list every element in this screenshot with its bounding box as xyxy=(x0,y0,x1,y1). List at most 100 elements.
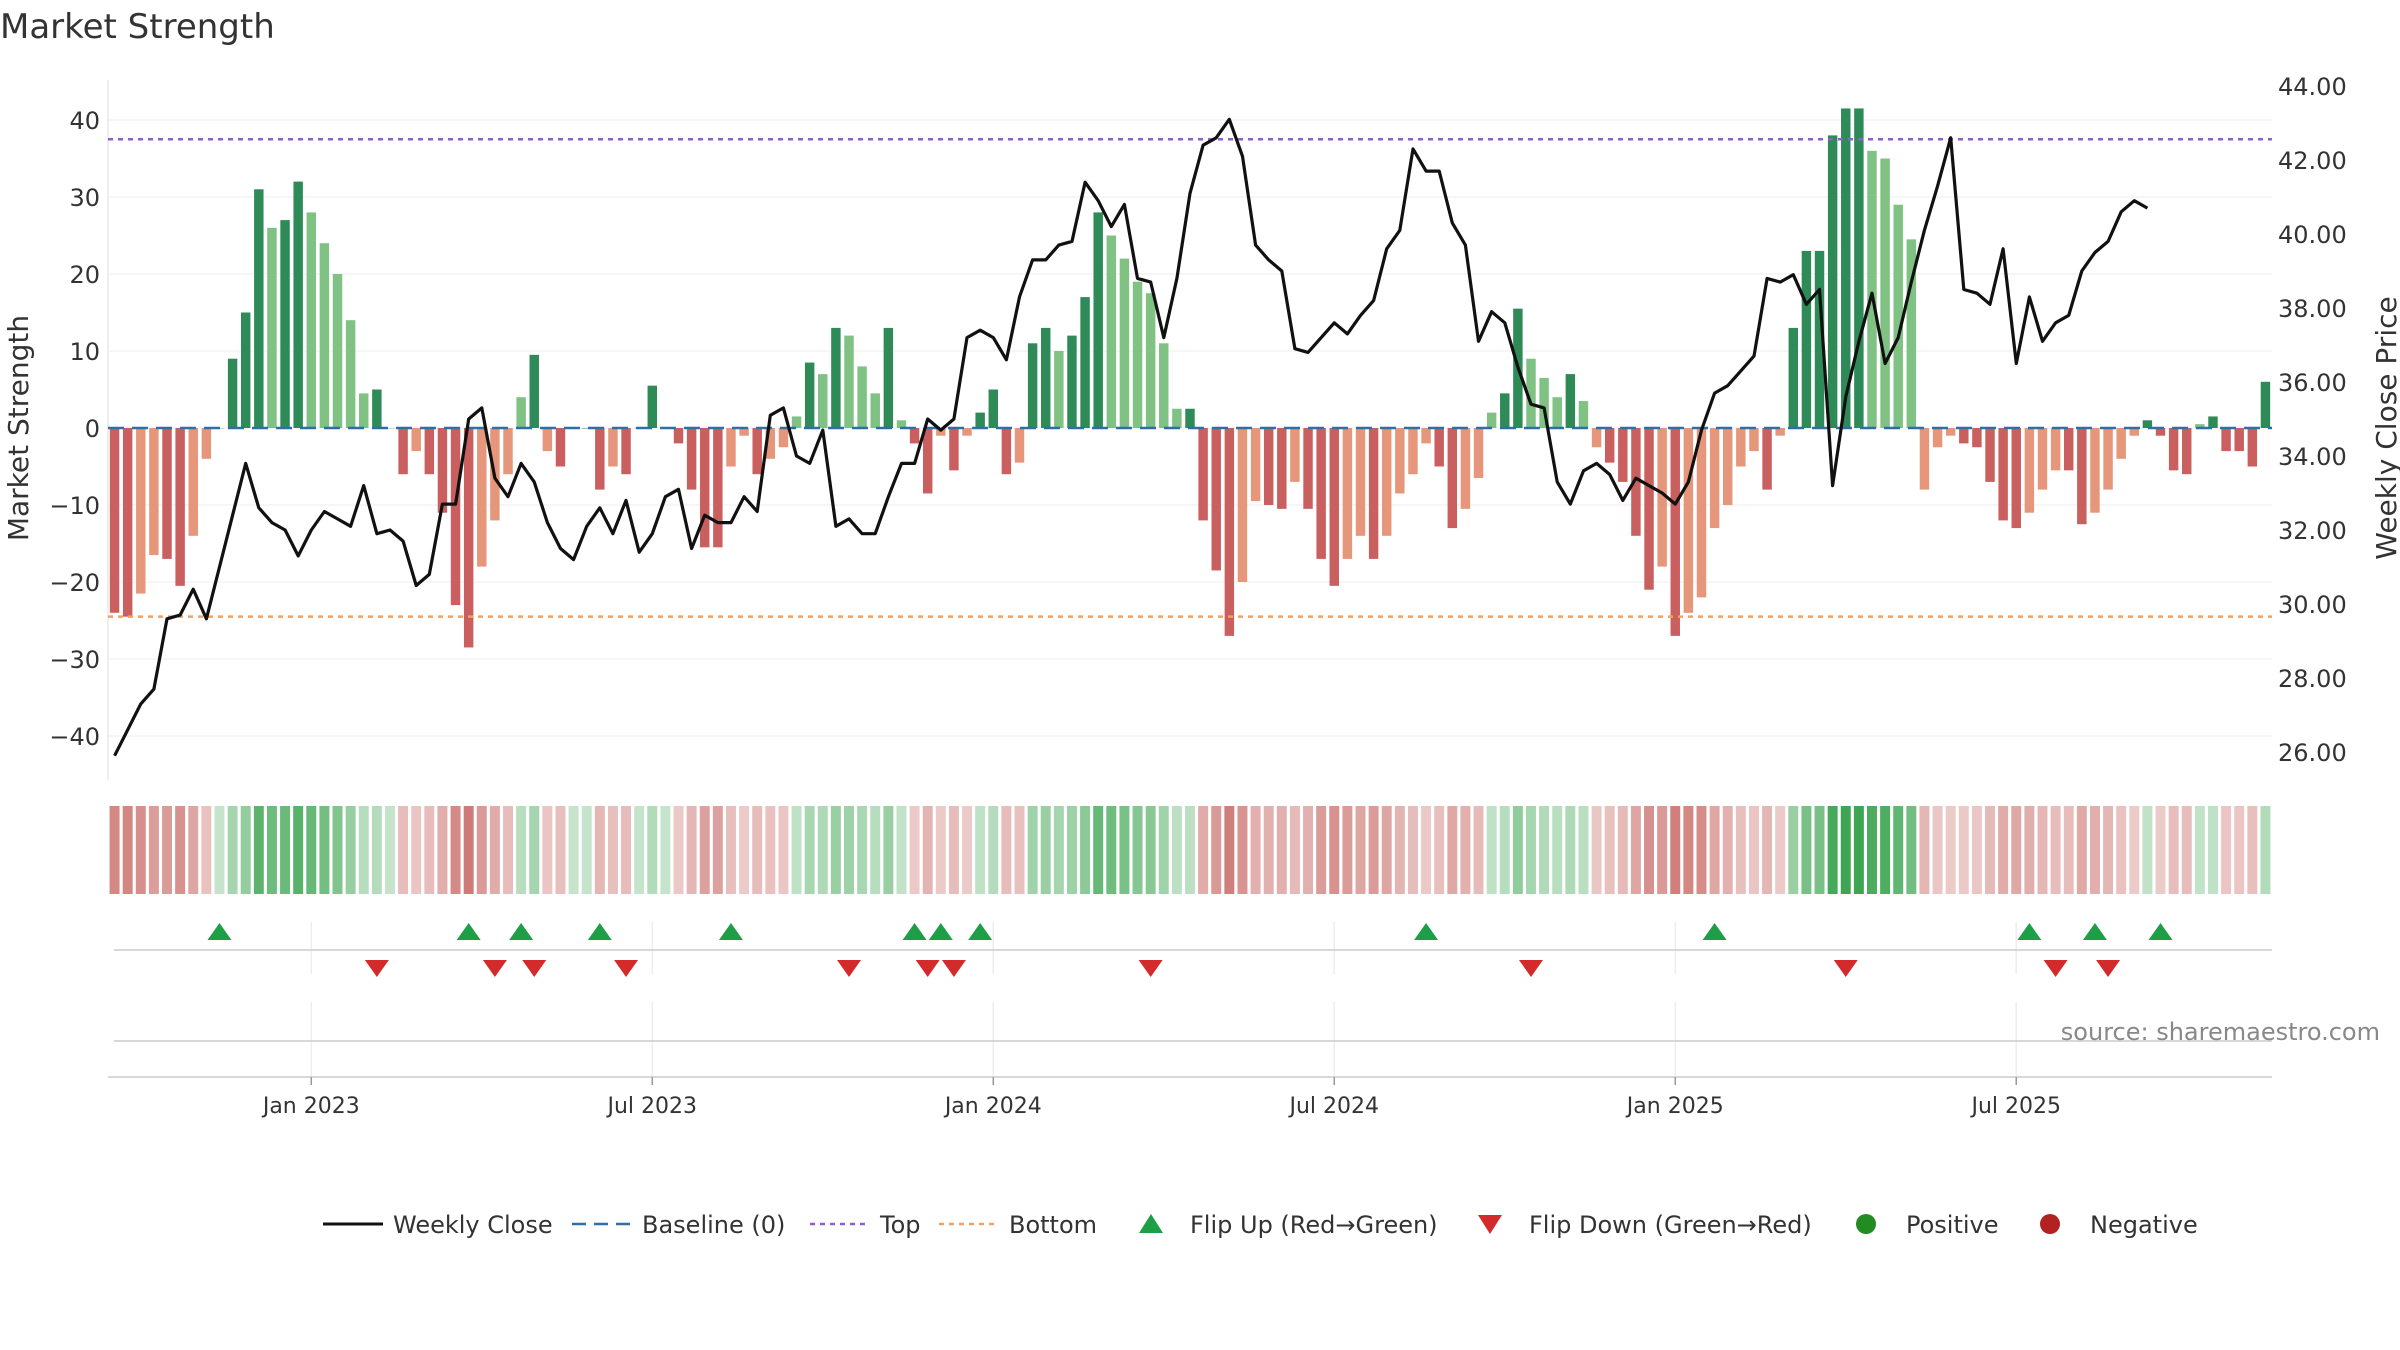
heat-cell xyxy=(476,806,487,894)
heat-cell xyxy=(778,806,789,894)
strength-bar xyxy=(1198,428,1208,521)
heat-cell xyxy=(214,806,225,894)
heat-cell xyxy=(1722,806,1733,894)
heat-cell xyxy=(922,806,933,894)
strength-bar xyxy=(1788,327,1799,428)
strength-bar xyxy=(1303,428,1313,509)
heat-cell xyxy=(883,806,894,894)
strength-bar xyxy=(2103,428,2113,490)
heat-cell xyxy=(634,806,645,894)
strength-bar xyxy=(149,428,159,556)
y-right-tick-label: 42.00 xyxy=(2278,147,2347,175)
heat-cell xyxy=(909,806,920,894)
heat-cell xyxy=(870,806,881,894)
heat-cell xyxy=(1303,806,1314,894)
strength-bar xyxy=(463,428,474,648)
heat-cell xyxy=(1630,806,1641,894)
heat-cell xyxy=(450,806,461,894)
strength-bar xyxy=(332,274,343,428)
heat-cell xyxy=(1053,806,1064,894)
strength-heat-strip xyxy=(109,806,2271,894)
x-tick-label: Jan 2023 xyxy=(261,1094,360,1119)
strength-bar xyxy=(1644,428,1654,590)
strength-bar xyxy=(1867,150,1877,429)
heat-cell xyxy=(1775,806,1786,894)
heat-cell xyxy=(1617,806,1628,894)
strength-bar xyxy=(1093,212,1103,428)
strength-bar xyxy=(1145,293,1156,428)
heat-cell xyxy=(1119,806,1130,894)
heat-cell xyxy=(135,806,146,894)
strength-bar xyxy=(962,428,972,436)
strength-bar xyxy=(2247,428,2258,467)
heat-cell xyxy=(1158,806,1169,894)
strength-bar xyxy=(2234,428,2244,452)
strength-bar xyxy=(2155,428,2166,436)
heat-cell xyxy=(332,806,343,894)
strength-bar xyxy=(2195,424,2205,428)
strength-bar xyxy=(1041,327,1051,428)
strength-bar xyxy=(2063,428,2074,471)
heat-cell xyxy=(1289,806,1300,894)
heat-cell xyxy=(1434,806,1445,894)
strength-bar xyxy=(1106,235,1117,428)
strength-bar xyxy=(1382,428,1392,536)
y-left-tick-label: 10 xyxy=(69,338,100,366)
heat-cell xyxy=(240,806,251,894)
heat-cell xyxy=(2011,806,2022,894)
heat-cell xyxy=(122,806,133,894)
heat-cell xyxy=(1185,806,1195,894)
strength-bar xyxy=(227,358,238,428)
strength-bar xyxy=(1119,258,1130,428)
heat-cell xyxy=(1106,806,1117,894)
heat-cell xyxy=(437,806,448,894)
heat-cell xyxy=(1512,806,1523,894)
strength-bar xyxy=(1421,428,1431,444)
strength-bar xyxy=(1657,428,1667,567)
heat-cell xyxy=(975,806,986,894)
strength-bar xyxy=(700,428,710,548)
heat-cell xyxy=(2247,806,2258,894)
heat-cell xyxy=(817,806,828,894)
x-tick-label: Jan 2025 xyxy=(1625,1094,1724,1119)
strength-bar xyxy=(673,428,684,444)
heat-cell xyxy=(148,806,159,894)
y-left-label: Market Strength xyxy=(2,315,35,541)
heat-cell xyxy=(712,806,723,894)
strength-bar xyxy=(306,212,317,428)
legend-label-top: Top xyxy=(879,1211,921,1239)
strength-bar xyxy=(1250,428,1261,502)
strength-bar xyxy=(778,428,789,448)
strength-bar xyxy=(437,428,448,513)
strength-bar xyxy=(1618,428,1628,482)
flip-down-marker xyxy=(915,960,940,977)
heat-cell xyxy=(1801,806,1812,894)
heat-cell xyxy=(1657,806,1668,894)
axes: Market Strength Weekly Close Price 40 30 2… xyxy=(2,73,2400,767)
heat-cell xyxy=(2089,806,2100,894)
heat-cell xyxy=(1788,806,1799,894)
heat-cell xyxy=(2129,806,2140,894)
legend-swatch-flip_up xyxy=(1139,1214,1163,1233)
strength-bar xyxy=(1762,428,1772,490)
legend-swatch-positive xyxy=(1856,1214,1876,1234)
x-tick-label: Jul 2023 xyxy=(606,1094,698,1119)
heat-cell xyxy=(1670,806,1681,894)
heat-cell xyxy=(896,806,907,894)
strength-bar xyxy=(1749,428,1759,452)
heat-cell xyxy=(2142,806,2153,894)
y-left-tick-label: 40 xyxy=(69,107,100,135)
flip-up-marker xyxy=(2148,923,2173,940)
heat-cell xyxy=(1014,806,1025,894)
strength-bar xyxy=(1434,428,1444,467)
heat-cell xyxy=(1840,806,1851,894)
strength-bar xyxy=(1486,412,1497,428)
heat-cell xyxy=(371,806,382,894)
y-left-tick-label: 20 xyxy=(69,261,100,289)
legend-label-weekly_close: Weekly Close xyxy=(393,1211,553,1239)
strength-bar xyxy=(595,428,605,490)
heat-cell xyxy=(594,806,605,894)
heat-cell xyxy=(398,806,409,894)
strength-bar xyxy=(1539,377,1549,428)
heat-cell xyxy=(568,806,579,894)
